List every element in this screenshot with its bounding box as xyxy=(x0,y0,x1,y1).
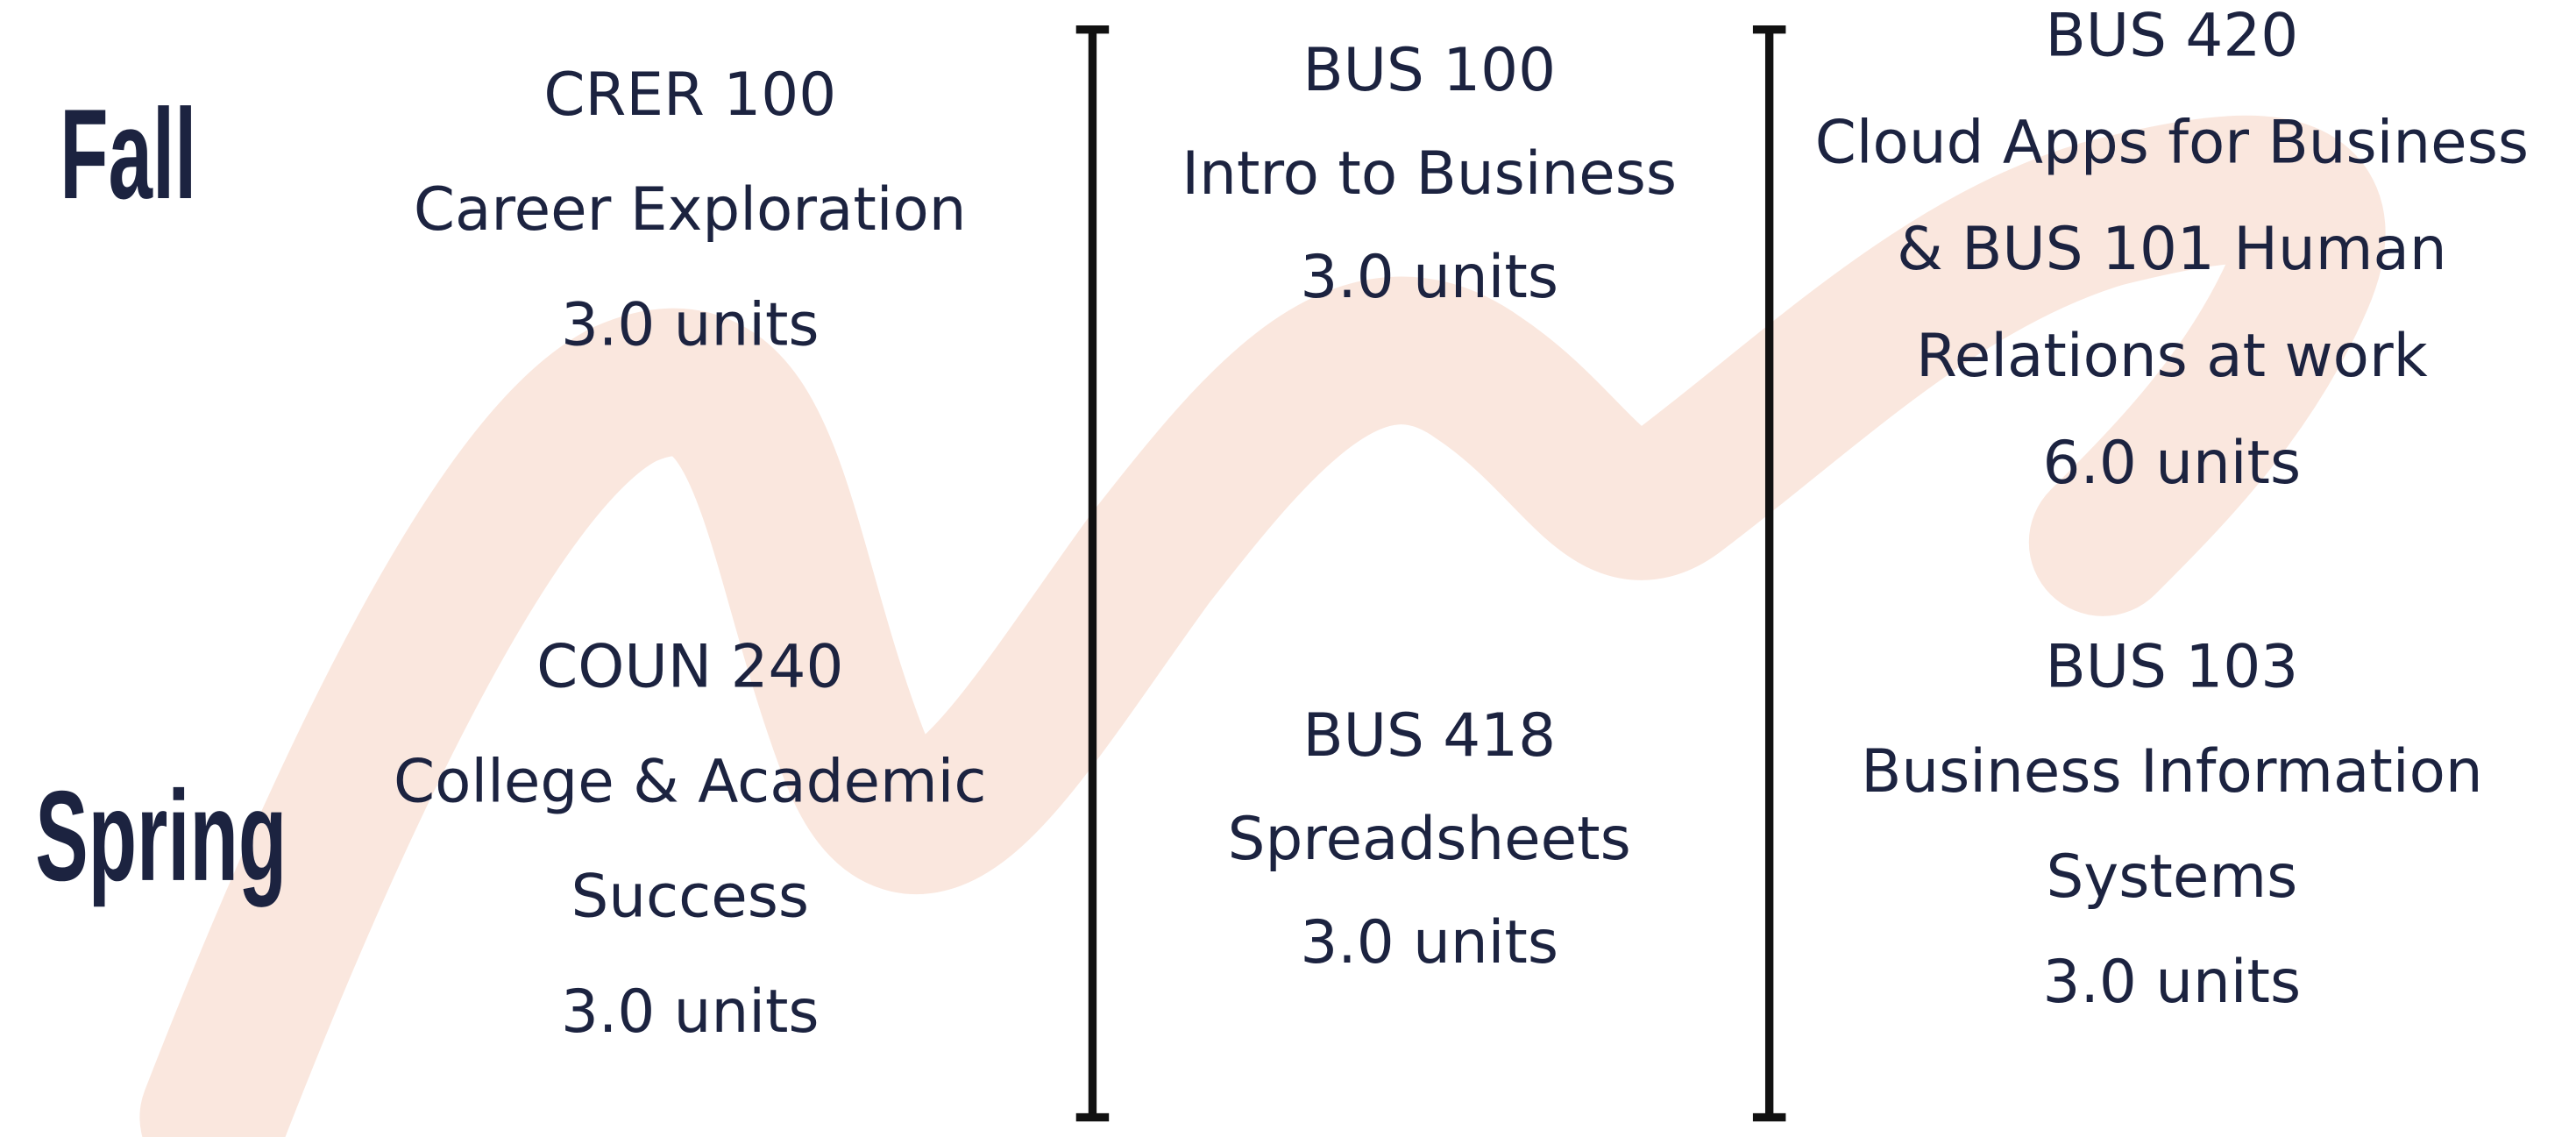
course-text: BUS 100 xyxy=(1302,35,1556,104)
course-text: 3.0 units xyxy=(1300,907,1558,977)
course-text: Relations at work xyxy=(1916,321,2428,390)
term-label: Spring xyxy=(35,764,287,907)
course-text: 3.0 units xyxy=(2043,947,2302,1016)
course-text: BUS 418 xyxy=(1302,700,1556,770)
course-text: 3.0 units xyxy=(561,977,820,1046)
course-text: 6.0 units xyxy=(2043,428,2302,497)
course-text: Spreadsheets xyxy=(1228,804,1631,873)
background-swoosh xyxy=(139,115,2386,1137)
course-text: CRER 100 xyxy=(543,60,836,129)
divider xyxy=(1075,25,1110,1122)
term-label: Fall xyxy=(60,82,196,225)
course-text: Success xyxy=(571,862,809,931)
course-text: Business Information xyxy=(1861,736,2483,806)
course-text: Systems xyxy=(2046,842,2297,911)
course-text: & BUS 101 Human xyxy=(1897,214,2447,283)
course-text: 3.0 units xyxy=(1300,242,1558,311)
course-text: 3.0 units xyxy=(561,289,820,359)
course-text: BUS 420 xyxy=(2045,1,2298,70)
course-text: College & Academic xyxy=(394,746,987,815)
course-text: BUS 103 xyxy=(2045,631,2298,700)
divider xyxy=(1752,25,1786,1122)
course-text: COUN 240 xyxy=(536,631,843,700)
course-text: Intro to Business xyxy=(1182,139,1677,208)
course-text: Career Exploration xyxy=(414,174,967,244)
course-text: Cloud Apps for Business xyxy=(1815,107,2529,176)
